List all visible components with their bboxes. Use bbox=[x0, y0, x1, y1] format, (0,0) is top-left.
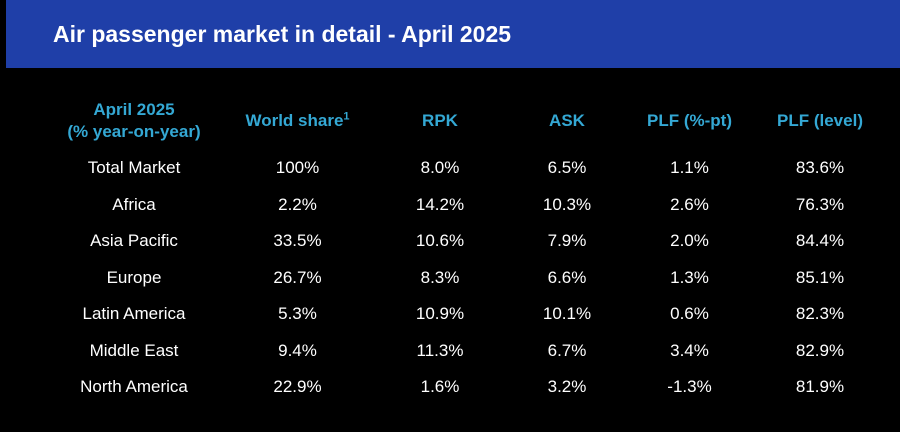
rpk-cell: 1.6% bbox=[420, 377, 460, 397]
region-cell: Total Market bbox=[87, 158, 181, 178]
rpk-cell: 11.3% bbox=[416, 340, 464, 360]
plf-level-cell: 84.4% bbox=[795, 231, 845, 251]
table-row: Middle East 9.4% 11.3% 6.7% 3.4% 82.9% bbox=[45, 333, 887, 370]
plf-pt-cell: -1.3% bbox=[667, 377, 712, 397]
ask-cell: 6.6% bbox=[547, 267, 587, 287]
column-header-plf-level: PLF (level) bbox=[777, 111, 863, 130]
table-row: Latin America 5.3% 10.9% 10.1% 0.6% 82.3… bbox=[45, 296, 887, 333]
rpk-cell: 8.3% bbox=[420, 267, 460, 287]
plf-pt-cell: 3.4% bbox=[670, 340, 709, 360]
table-row: Total Market 100% 8.0% 6.5% 1.1% 83.6% bbox=[45, 150, 887, 187]
region-cell: Middle East bbox=[89, 340, 179, 360]
page-title: Air passenger market in detail - April 2… bbox=[53, 21, 512, 47]
region-cell: Latin America bbox=[82, 304, 186, 324]
plf-level-cell: 82.9% bbox=[795, 340, 845, 360]
header-bar: Air passenger market in detail - April 2… bbox=[6, 0, 900, 68]
world-share-cell: 100% bbox=[275, 158, 320, 178]
world-share-label: World share bbox=[245, 111, 344, 130]
column-header-plf-pt: PLF (%-pt) bbox=[647, 111, 732, 130]
table-row: Asia Pacific 33.5% 10.6% 7.9% 2.0% 84.4% bbox=[45, 223, 887, 260]
column-header-world-share: World share1 bbox=[223, 92, 372, 150]
plf-pt-cell: 1.3% bbox=[670, 267, 709, 287]
period-sublabel: (% year-on-year) bbox=[67, 122, 201, 141]
plf-pt-cell: 1.1% bbox=[670, 158, 709, 178]
table-row: Africa 2.2% 14.2% 10.3% 2.6% 76.3% bbox=[45, 187, 887, 224]
rpk-cell: 14.2% bbox=[415, 194, 465, 214]
region-cell: Asia Pacific bbox=[90, 231, 178, 251]
rpk-cell: 10.6% bbox=[415, 231, 465, 251]
ask-cell: 3.2% bbox=[547, 377, 587, 397]
footnote-marker: 1 bbox=[343, 110, 350, 123]
world-share-cell: 22.9% bbox=[273, 377, 322, 397]
plf-pt-cell: 0.6% bbox=[670, 304, 709, 324]
rpk-cell: 10.9% bbox=[415, 304, 465, 324]
column-header-period: April 2025 (% year-on-year) bbox=[45, 92, 223, 150]
world-share-cell: 9.4% bbox=[278, 340, 317, 360]
plf-level-cell: 82.3% bbox=[795, 304, 845, 324]
world-share-cell: 33.5% bbox=[273, 231, 322, 251]
passenger-market-table: April 2025 (% year-on-year) World share1… bbox=[45, 92, 887, 406]
table-row: North America 22.9% 1.6% 3.2% -1.3% 81.9… bbox=[45, 369, 887, 406]
world-share-cell: 26.7% bbox=[273, 267, 322, 287]
table-row: Europe 26.7% 8.3% 6.6% 1.3% 85.1% bbox=[45, 260, 887, 297]
region-cell: Europe bbox=[106, 267, 162, 287]
ask-cell: 7.9% bbox=[547, 231, 587, 251]
world-share-cell: 2.2% bbox=[278, 194, 317, 214]
world-share-cell: 5.3% bbox=[278, 304, 317, 324]
region-cell: Africa bbox=[112, 194, 156, 214]
ask-cell: 6.5% bbox=[547, 158, 587, 178]
column-header-rpk: RPK bbox=[422, 111, 458, 130]
table-header-row: April 2025 (% year-on-year) World share1… bbox=[45, 92, 887, 150]
ask-cell: 10.1% bbox=[542, 304, 592, 324]
plf-level-cell: 83.6% bbox=[795, 158, 845, 178]
rpk-cell: 8.0% bbox=[420, 158, 460, 178]
plf-pt-cell: 2.6% bbox=[670, 194, 709, 214]
period-label: April 2025 bbox=[93, 100, 175, 119]
ask-cell: 6.7% bbox=[547, 340, 587, 360]
plf-pt-cell: 2.0% bbox=[670, 231, 709, 251]
plf-level-cell: 76.3% bbox=[795, 194, 845, 214]
plf-level-cell: 85.1% bbox=[795, 267, 845, 287]
plf-level-cell: 81.9% bbox=[795, 377, 845, 397]
ask-cell: 10.3% bbox=[542, 194, 592, 214]
column-header-ask: ASK bbox=[549, 111, 585, 130]
region-cell: North America bbox=[80, 377, 188, 397]
